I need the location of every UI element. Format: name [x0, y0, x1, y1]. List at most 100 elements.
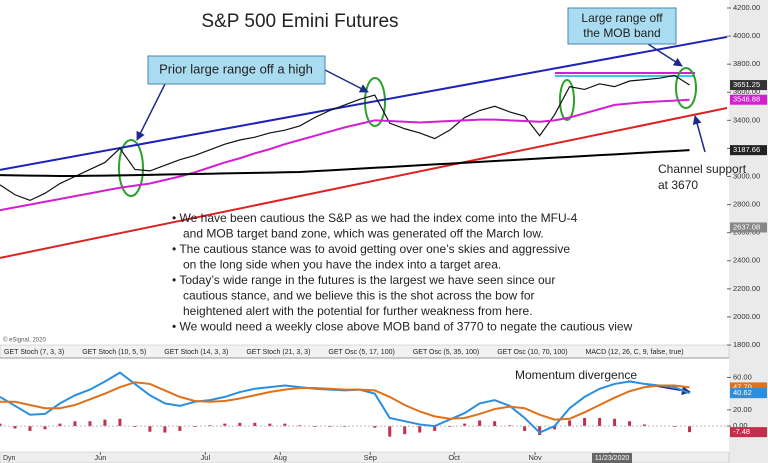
cursor-box [592, 453, 632, 463]
y-tick-label: 3400.00 [733, 115, 760, 124]
price-tag [730, 222, 767, 233]
note-line: heightened alert with the potential for … [183, 304, 533, 318]
note-line: • The cautious stance was to avoid getti… [172, 242, 570, 256]
note-line: • We would need a weekly close above MOB… [172, 320, 633, 334]
x-tick-label: Nov [528, 453, 542, 462]
tab[interactable]: GET Stoch (21, 3, 3) [246, 349, 310, 356]
price-tag-label: 2637.08 [733, 222, 760, 231]
annotation: Channel support [658, 162, 747, 176]
note-line: cautious stance, and we believe this is … [183, 289, 535, 303]
note-line: • Today’s wide range in the futures is t… [172, 273, 555, 287]
note-line: on the long side when you have the index… [183, 258, 501, 272]
ellipse [675, 67, 697, 109]
histogram-bar [388, 426, 392, 437]
highlight-ellipses [118, 67, 697, 197]
arrow [692, 115, 706, 153]
x-tick-label: Sep [364, 453, 377, 462]
tab[interactable]: GET Stoch (14, 3, 3) [164, 349, 228, 356]
y-tick-label: 20.00 [733, 405, 752, 414]
price-tag [730, 382, 767, 393]
histogram-bar [478, 420, 482, 427]
histogram-bar [133, 426, 137, 427]
time-axis [0, 451, 730, 463]
histogram-bar [523, 426, 527, 431]
histogram-bar [673, 426, 677, 427]
y-tick-label: 60.00 [733, 372, 752, 381]
annotation: the MOB band [583, 26, 660, 40]
price-tag [730, 388, 767, 399]
y-tick-label: 3600.00 [733, 87, 760, 96]
price-tag-label: 3187.66 [733, 145, 760, 154]
histogram-bar [253, 422, 257, 427]
histogram-bar [88, 421, 92, 427]
price-tag-label: 47.70 [733, 382, 752, 391]
tab[interactable]: GET Stoch (7, 3, 3) [4, 349, 64, 356]
price-tag [730, 80, 767, 91]
y-tick-label: 3000.00 [733, 171, 760, 180]
x-tick-label: Oct [448, 453, 461, 462]
price-tag [730, 94, 767, 105]
series-line [0, 381, 690, 421]
histogram-bar [538, 426, 542, 435]
histogram-bar [13, 426, 17, 429]
y-tick-label: 2200.00 [733, 284, 760, 293]
histogram-bar [643, 424, 647, 427]
y-tick-label: 1800.00 [733, 340, 760, 349]
histogram-bar [103, 419, 107, 427]
series-line [0, 98, 690, 212]
histogram-bar [73, 421, 77, 427]
y-tick-label: 3800.00 [733, 59, 760, 68]
price-tag-label: -7.48 [733, 427, 750, 436]
channel-line [0, 106, 728, 259]
y-tick-label: 4200.00 [733, 3, 760, 12]
price-tag [730, 145, 767, 156]
histogram-bar [178, 426, 182, 431]
annotation: Prior large range off a high [159, 61, 313, 76]
histogram-bar [493, 421, 497, 427]
histogram-bar [373, 426, 377, 428]
x-tick-label: Aug [274, 453, 287, 462]
histogram-bar [268, 423, 272, 427]
source: © eSignal, 2020 [3, 337, 46, 344]
histogram-bar [238, 422, 242, 427]
histogram-bar [193, 426, 197, 427]
x-tick-label: Jul [201, 453, 211, 462]
histogram-bar [403, 426, 407, 435]
note-line: • We have been cautious the S&P as we ha… [172, 211, 578, 225]
histogram-bar [58, 423, 62, 427]
ellipse [118, 139, 144, 197]
ellipse [559, 79, 575, 121]
histogram-bar [613, 418, 617, 427]
histogram-bar [628, 421, 632, 427]
tab[interactable]: MACD (12, 26, C, 9, false, true) [586, 349, 684, 356]
channel-line [0, 35, 728, 171]
callout-box [147, 55, 326, 85]
tab[interactable]: GET Stoch (10, 5, 5) [82, 349, 146, 356]
tab[interactable]: GET Osc (10, 70, 100) [497, 349, 567, 356]
histogram-bar [28, 426, 32, 431]
histogram-bar [463, 423, 467, 427]
histogram-bar [433, 426, 437, 431]
y-tick-label: 2800.00 [733, 200, 760, 209]
histogram-bar [313, 426, 317, 427]
price-tag-label: 40.62 [733, 388, 752, 397]
dyn-label: Dyn [3, 455, 16, 462]
x-tick-label: Jun [94, 453, 106, 462]
tab[interactable]: GET Osc (5, 17, 100) [328, 349, 394, 356]
annotation: Momentum divergence [515, 368, 637, 382]
arrow [647, 43, 683, 67]
annotation: Large range off [581, 11, 663, 25]
series-line [0, 149, 690, 177]
histogram-bar [553, 426, 557, 430]
callout-box [567, 7, 677, 45]
histogram-bar [223, 423, 227, 427]
histogram-bar [688, 426, 692, 433]
histogram-bar [163, 426, 167, 433]
price-tag-label: 3546.88 [733, 95, 760, 104]
tab[interactable]: GET Osc (5, 35, 100) [413, 349, 479, 356]
y-tick-label: 2400.00 [733, 256, 760, 265]
arrow [136, 83, 166, 141]
price-tag-label: 3651.25 [733, 80, 760, 89]
annotation: at 3670 [658, 178, 698, 192]
